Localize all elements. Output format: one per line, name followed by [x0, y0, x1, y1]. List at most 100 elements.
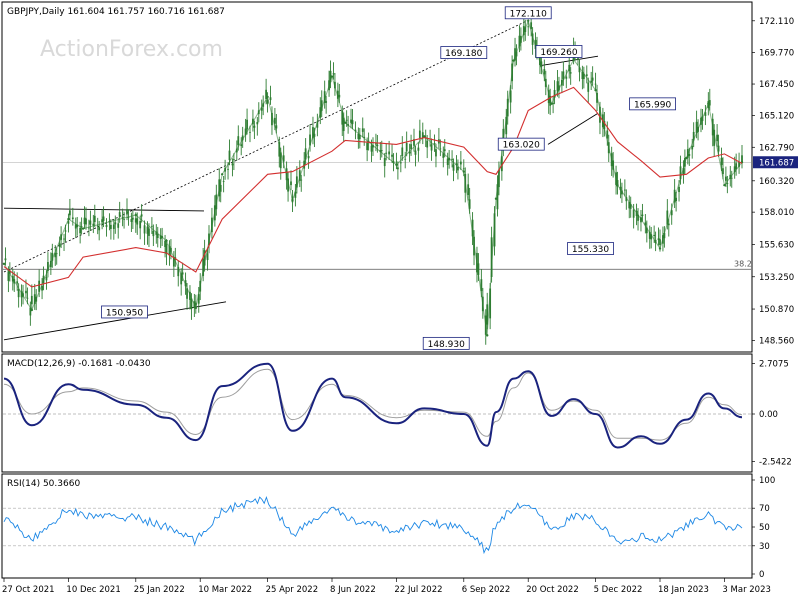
- price-candle-body: [480, 279, 483, 292]
- price-candle-body: [237, 136, 240, 146]
- price-candle-body: [341, 110, 344, 125]
- price-close-point: [81, 227, 85, 230]
- price-candle-body: [177, 266, 180, 277]
- x-axis: 27 Oct 2021 10 Dec 2021 25 Jan 2022 10 Mar …: [2, 578, 771, 595]
- price-annotation: 155.330: [567, 242, 614, 255]
- price-candle-body: [446, 158, 449, 166]
- price-axis-label: 150.870: [759, 305, 794, 315]
- price-close-point: [572, 58, 575, 61]
- price-candle-body: [735, 163, 738, 170]
- price-candle-body: [648, 231, 651, 239]
- price-candle-body: [127, 217, 130, 218]
- price-candle-body: [468, 199, 471, 209]
- price-candle-body: [704, 112, 707, 117]
- price-candle-body: [80, 226, 83, 227]
- price-candle-body: [304, 148, 307, 160]
- price-candle-body: [140, 214, 143, 217]
- price-candle-body: [645, 227, 648, 234]
- price-candle-body: [692, 131, 695, 141]
- price-candle-body: [496, 184, 499, 210]
- price-candle-body: [370, 145, 373, 152]
- price-candle-body: [25, 290, 27, 294]
- price-candle-body: [675, 197, 678, 201]
- price-candle-body: [670, 210, 673, 216]
- price-candle-body: [641, 214, 644, 216]
- price-candle-body: [527, 26, 530, 28]
- price-candle-body: [452, 164, 455, 171]
- price-candle-body: [4, 258, 7, 261]
- price-candle-body: [375, 143, 377, 145]
- price-candle-body: [357, 133, 360, 139]
- price-candle-body: [653, 234, 656, 236]
- price-candle-body: [26, 297, 29, 299]
- price-close-point: [594, 88, 597, 92]
- price-close-point: [550, 102, 553, 105]
- price-candle-body: [109, 224, 112, 229]
- price-candle-body: [380, 150, 383, 151]
- price-candle-body: [509, 90, 512, 103]
- price-candle-body: [688, 153, 691, 156]
- price-candle-body: [271, 112, 273, 126]
- price-close-point: [462, 170, 465, 173]
- price-candle-body: [241, 135, 244, 141]
- price-candle-body: [194, 302, 197, 306]
- price-close-point: [343, 121, 347, 124]
- annotation-text: 148.930: [428, 340, 465, 350]
- price-candle-body: [256, 122, 259, 125]
- price-annotation: 163.020: [497, 137, 545, 151]
- price-candle-body: [457, 166, 459, 171]
- price-candle-body: [413, 139, 415, 146]
- annotation-box: [440, 46, 488, 59]
- price-candle-body: [152, 230, 155, 237]
- price-candle-body: [312, 127, 314, 139]
- price-candle-body: [17, 289, 20, 298]
- price-candle-body: [300, 179, 303, 181]
- price-candle-body: [388, 151, 391, 155]
- price-candle-body: [130, 218, 133, 222]
- x-axis-label: 8 Jun 2022: [330, 585, 376, 595]
- price-candle-body: [203, 250, 206, 266]
- x-axis-label: 5 Dec 2022: [594, 585, 643, 595]
- price-candle-body: [313, 133, 316, 137]
- price-candle-body: [691, 145, 694, 150]
- price-candle-body: [67, 221, 70, 224]
- price-candle-body: [552, 103, 555, 104]
- price-candle-body: [376, 144, 379, 147]
- price-candle-body: [164, 240, 166, 248]
- price-candle-body: [621, 190, 623, 195]
- price-candle-body: [47, 262, 49, 271]
- price-candle-body: [249, 131, 251, 133]
- macd-title: MACD(12,26,9) -0.1681 -0.0430: [7, 359, 151, 369]
- price-candle-body: [679, 166, 682, 180]
- price-candle-body: [29, 307, 32, 316]
- price-candle-body: [295, 176, 298, 188]
- watermark: ActionForex.com: [40, 37, 223, 62]
- price-candle-body: [98, 227, 101, 231]
- macd-axis-label: -2.5422: [759, 457, 792, 467]
- price-candle-body: [505, 116, 508, 135]
- price-candle-body: [16, 281, 19, 284]
- price-candle-body: [625, 197, 628, 202]
- price-candle-body: [148, 228, 150, 236]
- price-candle-body: [606, 130, 609, 139]
- price-candle-body: [733, 166, 736, 173]
- price-close-point: [486, 334, 489, 337]
- price-axis-label: 148.560: [759, 336, 794, 346]
- price-candle-body: [45, 277, 48, 281]
- price-candle-body: [260, 107, 263, 111]
- price-annotation: 169.260: [535, 45, 583, 58]
- price-candle-body: [530, 22, 533, 29]
- price-candle-body: [146, 226, 149, 234]
- price-candle-body: [421, 132, 424, 138]
- price-axis-label: 162.790: [759, 143, 794, 153]
- x-axis-label: 6 Sep 2022: [462, 585, 510, 595]
- price-candle-body: [88, 227, 90, 229]
- price-candle-body: [543, 69, 546, 75]
- price-candle-body: [717, 145, 720, 152]
- price-candle-body: [350, 119, 352, 123]
- price-candle-body: [659, 239, 661, 245]
- price-candle-body: [443, 149, 446, 152]
- current-price-label: 161.687: [759, 159, 794, 169]
- price-candle-body: [587, 82, 590, 92]
